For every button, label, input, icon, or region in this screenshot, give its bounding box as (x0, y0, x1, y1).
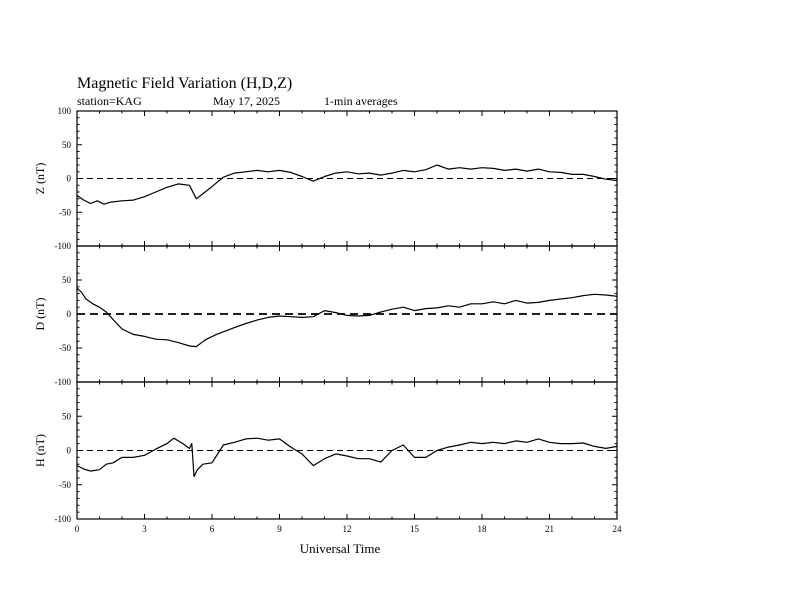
z-series-line (76, 164, 618, 205)
d-ytick-label: -100 (55, 377, 72, 387)
z-ytick-label: -50 (59, 207, 71, 217)
x-tick-label: 24 (613, 524, 623, 534)
d-ytick-label: 0 (67, 309, 72, 319)
d-series-line (76, 287, 618, 348)
chart-title: Magnetic Field Variation (H,D,Z) (77, 75, 293, 92)
x-tick-label: 15 (410, 524, 420, 534)
x-tick-label: 12 (343, 524, 352, 534)
d-ytick-label: 50 (62, 275, 72, 285)
d-ytick-label: -50 (59, 343, 71, 353)
date-label: May 17, 2025 (213, 94, 280, 108)
h-axis-label: H (nT) (33, 434, 47, 467)
z-ytick-label: -100 (55, 241, 72, 251)
h-ytick-label: 0 (67, 446, 72, 456)
h-ytick-label: -100 (55, 514, 72, 524)
station-label: station=KAG (77, 94, 142, 108)
x-tick-label: 18 (478, 524, 488, 534)
h-series-line (76, 437, 618, 478)
z-ytick-label: 100 (58, 106, 72, 116)
z-ytick-label: 50 (62, 140, 72, 150)
x-tick-label: 6 (210, 524, 215, 534)
x-tick-label: 21 (545, 524, 554, 534)
x-tick-label: 3 (142, 524, 147, 534)
averaging-label: 1-min averages (324, 94, 398, 108)
d-axis-label: D (nT) (33, 298, 47, 331)
x-tick-label: 9 (277, 524, 282, 534)
z-axis-label: Z (nT) (33, 163, 47, 195)
h-ytick-label: 50 (62, 411, 72, 421)
h-ytick-label: -50 (59, 480, 71, 490)
x-tick-label: 0 (75, 524, 80, 534)
x-axis-label: Universal Time (300, 541, 381, 556)
z-ytick-label: 0 (67, 174, 72, 184)
